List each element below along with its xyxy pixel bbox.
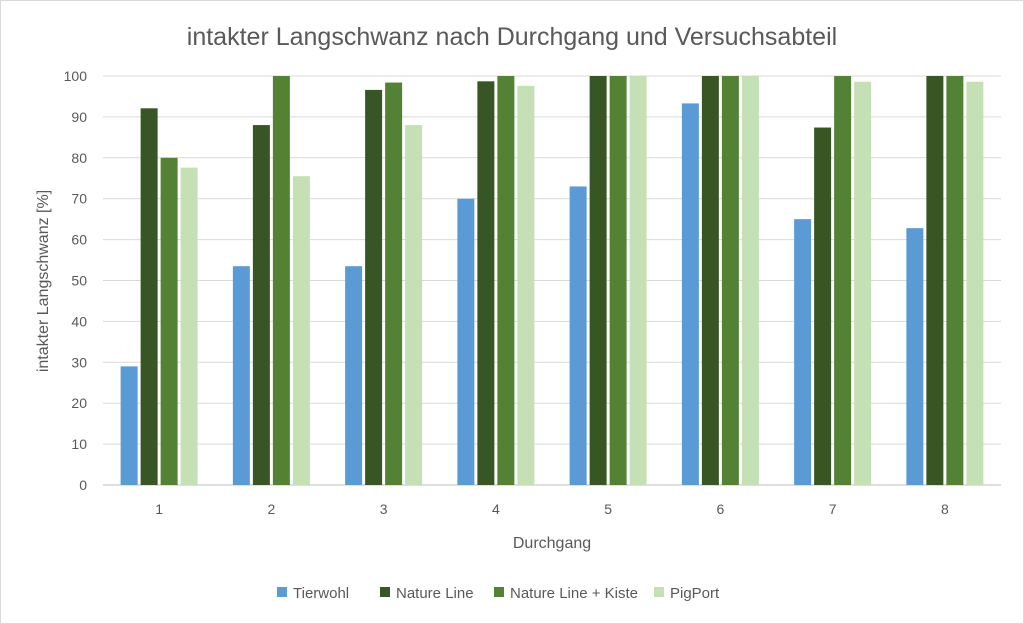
x-tick-label: 3 <box>380 501 388 517</box>
x-tick-label: 7 <box>829 501 837 517</box>
bar-nature-line-3 <box>365 89 383 485</box>
y-tick-label: 80 <box>71 150 87 166</box>
bar-nature-line-6 <box>701 76 719 485</box>
bar-nature-line-kiste-3 <box>385 82 403 485</box>
bars <box>120 76 984 486</box>
bar-tierwohl-6 <box>681 103 699 485</box>
legend-swatch <box>654 587 664 597</box>
bar-nature-line-kiste-6 <box>721 76 739 485</box>
bar-nature-line-kiste-5 <box>609 76 627 485</box>
bar-nature-line-kiste-2 <box>272 76 290 485</box>
y-tick-label: 40 <box>71 313 87 329</box>
legend-swatch <box>380 587 390 597</box>
bar-tierwohl-2 <box>232 266 250 485</box>
bar-pigport-6 <box>741 76 759 485</box>
bar-tierwohl-3 <box>345 266 363 485</box>
bar-tierwohl-4 <box>457 198 475 485</box>
bar-pigport-7 <box>854 81 872 485</box>
y-tick-label: 0 <box>79 477 87 493</box>
y-tick-label: 30 <box>71 354 87 370</box>
bar-nature-line-kiste-7 <box>834 76 852 485</box>
x-axis-label: Durchgang <box>513 535 591 552</box>
legend-label: Nature Line + Kiste <box>510 585 638 602</box>
x-tick-label: 8 <box>941 501 949 517</box>
bar-nature-line-kiste-8 <box>946 76 964 485</box>
bar-pigport-2 <box>292 176 310 485</box>
y-tick-label: 100 <box>64 68 88 84</box>
bar-nature-line-kiste-4 <box>497 76 515 485</box>
legend-label: Nature Line <box>396 585 474 602</box>
y-tick-label: 90 <box>71 109 87 125</box>
legend-swatch <box>494 587 504 597</box>
x-tick-label: 6 <box>716 501 724 517</box>
bar-nature-line-1 <box>140 108 158 485</box>
x-tick-label: 2 <box>267 501 275 517</box>
bar-tierwohl-8 <box>906 228 924 485</box>
x-tick-label: 4 <box>492 501 500 517</box>
bar-pigport-1 <box>180 167 198 485</box>
bar-nature-line-2 <box>252 125 270 485</box>
bar-tierwohl-7 <box>794 219 812 485</box>
y-tick-labels: 0 10 20 30 40 50 60 70 80 90 100 <box>64 68 88 493</box>
bar-nature-line-4 <box>477 81 495 485</box>
bar-pigport-3 <box>405 125 423 485</box>
bar-pigport-4 <box>517 85 535 485</box>
bar-nature-line-8 <box>926 76 944 485</box>
legend-label: PigPort <box>670 585 720 602</box>
y-tick-label: 60 <box>71 232 87 248</box>
x-tick-label: 1 <box>155 501 163 517</box>
x-tick-labels: 1 2 3 4 5 6 7 8 <box>155 501 949 517</box>
legend: Tierwohl Nature Line Nature Line + Kiste Pi… <box>277 585 720 602</box>
bar-tierwohl-1 <box>120 366 138 485</box>
bar-pigport-8 <box>966 81 984 485</box>
y-tick-label: 70 <box>71 191 87 207</box>
y-tick-label: 10 <box>71 436 87 452</box>
chart-title: intakter Langschwanz nach Durchgang und … <box>187 23 837 51</box>
legend-label: Tierwohl <box>293 585 349 602</box>
gridlines <box>103 75 1001 486</box>
bar-nature-line-kiste-1 <box>160 157 178 486</box>
bar-nature-line-5 <box>589 76 607 485</box>
y-tick-label: 20 <box>71 395 87 411</box>
y-tick-label: 50 <box>71 273 87 289</box>
x-tick-label: 5 <box>604 501 612 517</box>
legend-swatch <box>277 587 287 597</box>
y-axis-label: intakter Langschwanz [%] <box>35 190 52 372</box>
bar-nature-line-7 <box>814 127 832 485</box>
bar-tierwohl-5 <box>569 186 587 485</box>
bar-pigport-5 <box>629 76 647 485</box>
